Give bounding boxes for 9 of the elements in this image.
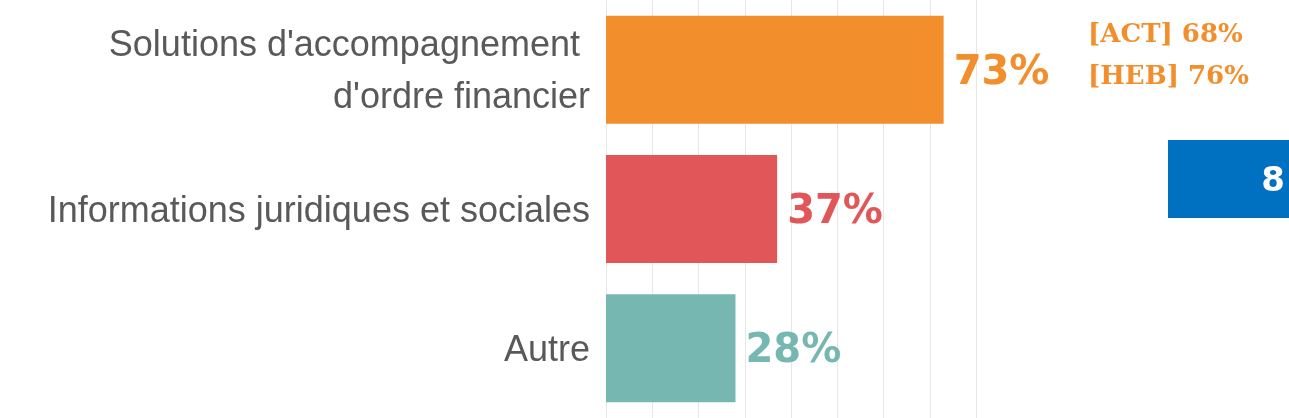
data-label: 73% xyxy=(953,46,1050,93)
y-tick-label: Solutions d'accompagnement d'ordre financier xyxy=(108,23,591,117)
y-tick-label: Informations juridiques et sociales xyxy=(47,188,590,230)
y-tick-label: Autre xyxy=(503,327,590,369)
data-label: 37% xyxy=(787,186,883,232)
text: [ACT] 68% xyxy=(1088,18,1243,48)
text: [HEB] 76% xyxy=(1088,60,1249,90)
data-label: 28% xyxy=(745,325,842,372)
label-box: 8 xyxy=(1168,140,1289,218)
